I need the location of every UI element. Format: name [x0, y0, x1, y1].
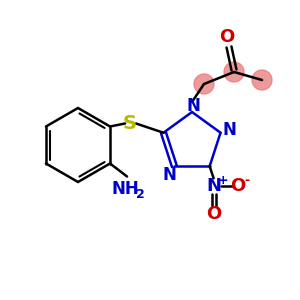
Text: N: N [186, 97, 200, 115]
Text: +: + [217, 174, 228, 187]
Text: O: O [206, 205, 221, 223]
Text: NH: NH [111, 179, 139, 197]
Text: -: - [244, 174, 249, 187]
Circle shape [194, 74, 214, 94]
Circle shape [224, 62, 244, 82]
Text: N: N [223, 121, 236, 139]
Text: S: S [123, 114, 137, 133]
Circle shape [252, 70, 272, 90]
Text: N: N [162, 166, 176, 184]
Text: N: N [206, 177, 221, 195]
Text: 2: 2 [136, 188, 144, 201]
Text: O: O [230, 177, 245, 195]
Text: O: O [219, 28, 235, 46]
